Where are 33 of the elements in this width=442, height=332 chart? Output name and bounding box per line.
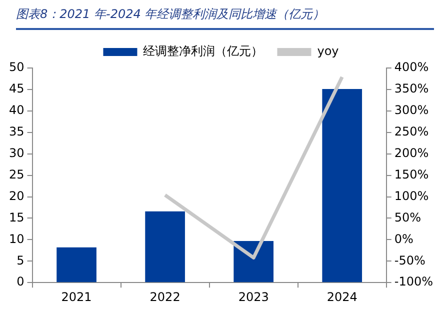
- y-tick-label: 25: [8, 167, 24, 182]
- y-tick-label: 45: [8, 82, 24, 96]
- x-tick-label: 2023: [238, 290, 269, 304]
- chart-title: 图表8：2021 年-2024 年经调整利润及同比增速（亿元）: [16, 6, 434, 30]
- bar: [56, 247, 96, 282]
- y2-tick-label: 50%: [394, 210, 422, 224]
- y2-tick-label: -100%: [394, 274, 434, 289]
- x-tick-label: 2021: [61, 290, 92, 304]
- y2-tick-label: 150%: [394, 167, 429, 182]
- y-tick-label: 35: [8, 124, 24, 139]
- y-tick-label: 0: [16, 274, 24, 289]
- x-tick-label: 2024: [326, 290, 358, 304]
- y2-tick-label: 300%: [394, 103, 429, 118]
- y2-tick-label: 200%: [394, 146, 429, 160]
- y2-tick-label: -50%: [394, 253, 426, 268]
- y2-tick-label: 350%: [394, 82, 429, 96]
- y-tick-label: 40: [8, 103, 24, 118]
- legend-label: yoy: [317, 44, 339, 58]
- y-tick-label: 20: [8, 188, 24, 203]
- bar: [145, 211, 185, 282]
- y-tick-label: 5: [16, 253, 24, 268]
- y-tick-label: 50: [8, 60, 24, 74]
- y2-tick-label: 250%: [394, 124, 429, 139]
- y-tick-label: 15: [8, 210, 24, 224]
- bar: [322, 89, 362, 282]
- y-tick-label: 30: [8, 146, 24, 160]
- y-tick-label: 10: [8, 232, 24, 246]
- y2-tick-label: 100%: [394, 188, 429, 203]
- y2-tick-label: 400%: [394, 60, 429, 74]
- y2-tick-label: 0%: [394, 232, 414, 246]
- legend-label: 经调整净利润（亿元）: [143, 44, 264, 58]
- bar: [234, 240, 274, 282]
- x-tick-label: 2022: [150, 290, 180, 304]
